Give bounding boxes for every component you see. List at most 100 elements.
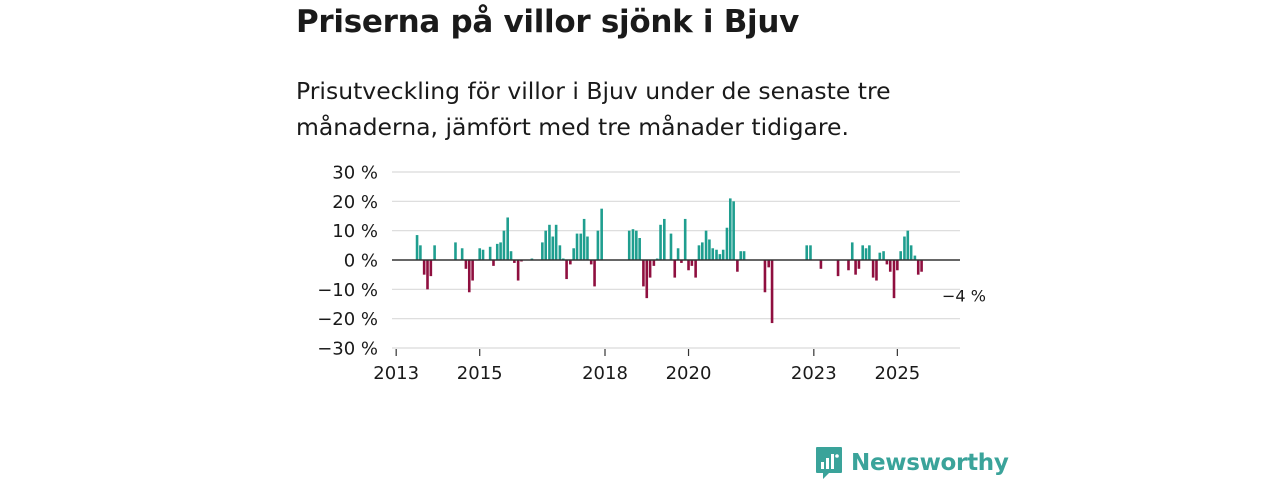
bar <box>492 260 495 266</box>
bar <box>847 260 850 271</box>
bar <box>711 248 715 260</box>
bar <box>721 249 725 260</box>
bar <box>770 260 774 324</box>
bar <box>638 238 641 260</box>
bar <box>725 227 729 260</box>
bar <box>429 260 433 277</box>
bar <box>920 260 923 272</box>
bar <box>648 260 652 278</box>
bar <box>683 218 687 260</box>
y-tick-label: 20 % <box>332 192 378 213</box>
brand-name: Newsworthy <box>851 450 1009 476</box>
bar <box>433 245 436 260</box>
bar <box>882 251 885 260</box>
bar <box>899 251 902 260</box>
bar <box>600 208 603 260</box>
bar <box>506 217 509 260</box>
bar <box>868 245 871 260</box>
bar <box>680 260 683 263</box>
bar <box>419 245 422 260</box>
y-tick-label: −10 % <box>317 280 378 301</box>
bar <box>728 198 732 260</box>
bar-chart: 30 % 20 % 10 % 0 % −10 % −20 % −30 % 2013 2015 20… <box>317 163 986 385</box>
bar <box>565 260 568 280</box>
bar <box>690 260 694 266</box>
bar <box>736 260 739 272</box>
bar <box>857 260 861 269</box>
x-tick-label: 2015 <box>457 363 503 384</box>
bar <box>718 254 722 260</box>
bar <box>694 260 697 278</box>
bar <box>464 260 468 269</box>
bar <box>586 236 589 260</box>
bar <box>708 239 711 260</box>
bar <box>426 260 429 290</box>
bar <box>415 235 419 260</box>
bar <box>903 236 906 260</box>
bar <box>467 260 471 293</box>
bar <box>701 242 704 260</box>
bar <box>652 260 656 266</box>
bar <box>460 248 464 260</box>
y-tick-label: −20 % <box>317 309 378 330</box>
bar <box>478 248 482 260</box>
chart-subtitle: Prisutveckling för villor i Bjuv under d… <box>296 77 891 141</box>
bar <box>732 201 735 260</box>
bar <box>509 251 513 260</box>
x-tick-label: 2018 <box>582 363 628 384</box>
bar <box>854 260 857 275</box>
brand: Newsworthy <box>815 446 1009 480</box>
bar <box>673 260 677 278</box>
y-tick-label: −30 % <box>317 339 378 360</box>
x-tick-label: 2020 <box>666 363 712 384</box>
bar <box>864 248 868 260</box>
bar <box>669 233 673 260</box>
bar <box>481 249 485 260</box>
bar <box>875 260 878 281</box>
bar <box>569 260 572 265</box>
bar <box>704 230 708 260</box>
bar <box>805 245 809 260</box>
bar <box>663 218 666 260</box>
bar <box>742 251 746 260</box>
bar <box>582 218 586 260</box>
bar <box>631 229 635 260</box>
bar <box>495 243 499 260</box>
bar <box>767 260 771 268</box>
bar <box>916 260 920 275</box>
newsworthy-logo-icon <box>816 447 842 479</box>
bar <box>589 260 593 265</box>
bar <box>819 260 823 269</box>
bar <box>739 251 743 260</box>
x-tick-label: 2013 <box>373 363 419 384</box>
bar <box>516 260 520 281</box>
bar <box>499 242 502 260</box>
bar <box>575 233 579 260</box>
bar <box>715 249 718 260</box>
bar <box>554 224 558 260</box>
bar <box>850 242 854 260</box>
value-annotation: −4 % <box>942 287 986 306</box>
bar <box>697 245 701 260</box>
bar <box>513 260 516 263</box>
x-tick-label: 2023 <box>791 363 837 384</box>
bar <box>909 245 913 260</box>
bar <box>892 260 896 299</box>
bar <box>422 260 426 275</box>
bar <box>642 260 645 287</box>
bar <box>502 230 506 260</box>
bar <box>645 260 649 299</box>
y-tick-label: 0 % <box>344 251 378 272</box>
x-tick-label: 2025 <box>874 363 920 384</box>
bar <box>541 242 544 260</box>
bar <box>551 236 555 260</box>
bar <box>596 230 600 260</box>
bar <box>906 230 910 260</box>
bar <box>488 246 492 260</box>
bar <box>471 260 474 281</box>
bar <box>659 224 662 260</box>
bar <box>763 260 767 293</box>
bar <box>888 260 892 272</box>
bar <box>593 260 596 287</box>
chart-title: Priserna på villor sjönk i Bjuv <box>296 4 800 40</box>
